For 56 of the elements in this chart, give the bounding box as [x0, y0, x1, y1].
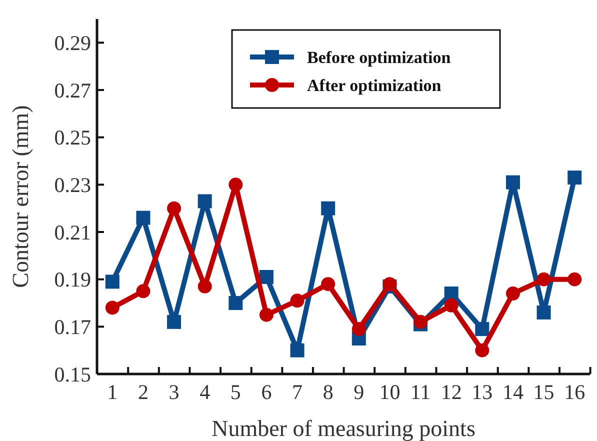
point [105, 300, 120, 315]
point [414, 314, 428, 329]
x-tick-label: 1 [107, 380, 118, 404]
x-tick-label: 15 [533, 380, 554, 404]
point [568, 272, 582, 286]
point [506, 175, 520, 190]
x-tick-label: 9 [354, 380, 364, 404]
point [198, 279, 212, 294]
point [352, 322, 366, 336]
point [568, 170, 582, 185]
point [444, 298, 458, 312]
point [136, 284, 150, 298]
point [536, 305, 551, 320]
x-tick-label: 3 [168, 380, 180, 404]
y-tick-label: 0.23 [54, 173, 91, 198]
point [259, 308, 274, 322]
y-axis-title: Contour error (mm) [8, 105, 33, 288]
y-tick-label: 0.17 [54, 315, 91, 340]
point [536, 272, 551, 286]
x-tick-label: 11 [410, 380, 431, 404]
point [228, 296, 243, 310]
point [290, 294, 304, 308]
point [105, 274, 120, 289]
legend-label: Before optimization [307, 48, 452, 67]
x-tick-label: 7 [292, 380, 303, 404]
x-tick-label: 16 [564, 380, 586, 404]
x-tick-label: 10 [379, 380, 400, 404]
y-tick-label: 0.21 [54, 220, 91, 244]
x-tick-label: 13 [472, 380, 493, 404]
x-tick-label: 6 [261, 380, 272, 404]
point [290, 343, 304, 358]
point [198, 194, 212, 208]
y-tick-label: 0.19 [54, 268, 91, 292]
x-axis-title: Number of measuring points [212, 416, 476, 441]
point [475, 322, 490, 336]
point [444, 286, 458, 301]
point [259, 270, 274, 284]
y-tick-label: 0.15 [54, 362, 91, 386]
point [475, 343, 490, 358]
x-tick-label: 4 [200, 380, 211, 404]
point [228, 178, 243, 192]
point [167, 314, 182, 329]
x-tick-label: 12 [440, 380, 462, 404]
x-tick-label: 14 [502, 380, 524, 404]
point [506, 286, 520, 301]
y-tick-label: 0.27 [54, 78, 91, 102]
point [321, 277, 336, 292]
point [167, 201, 182, 216]
point [321, 201, 336, 216]
y-tick-label: 0.25 [54, 126, 91, 150]
y-tick-label: 0.29 [54, 31, 91, 56]
x-tick-label: 2 [138, 380, 148, 404]
x-tick-label: 8 [322, 380, 334, 404]
legend-label: After optimization [307, 76, 442, 95]
x-tick-label: 5 [230, 380, 241, 404]
point [136, 210, 150, 225]
